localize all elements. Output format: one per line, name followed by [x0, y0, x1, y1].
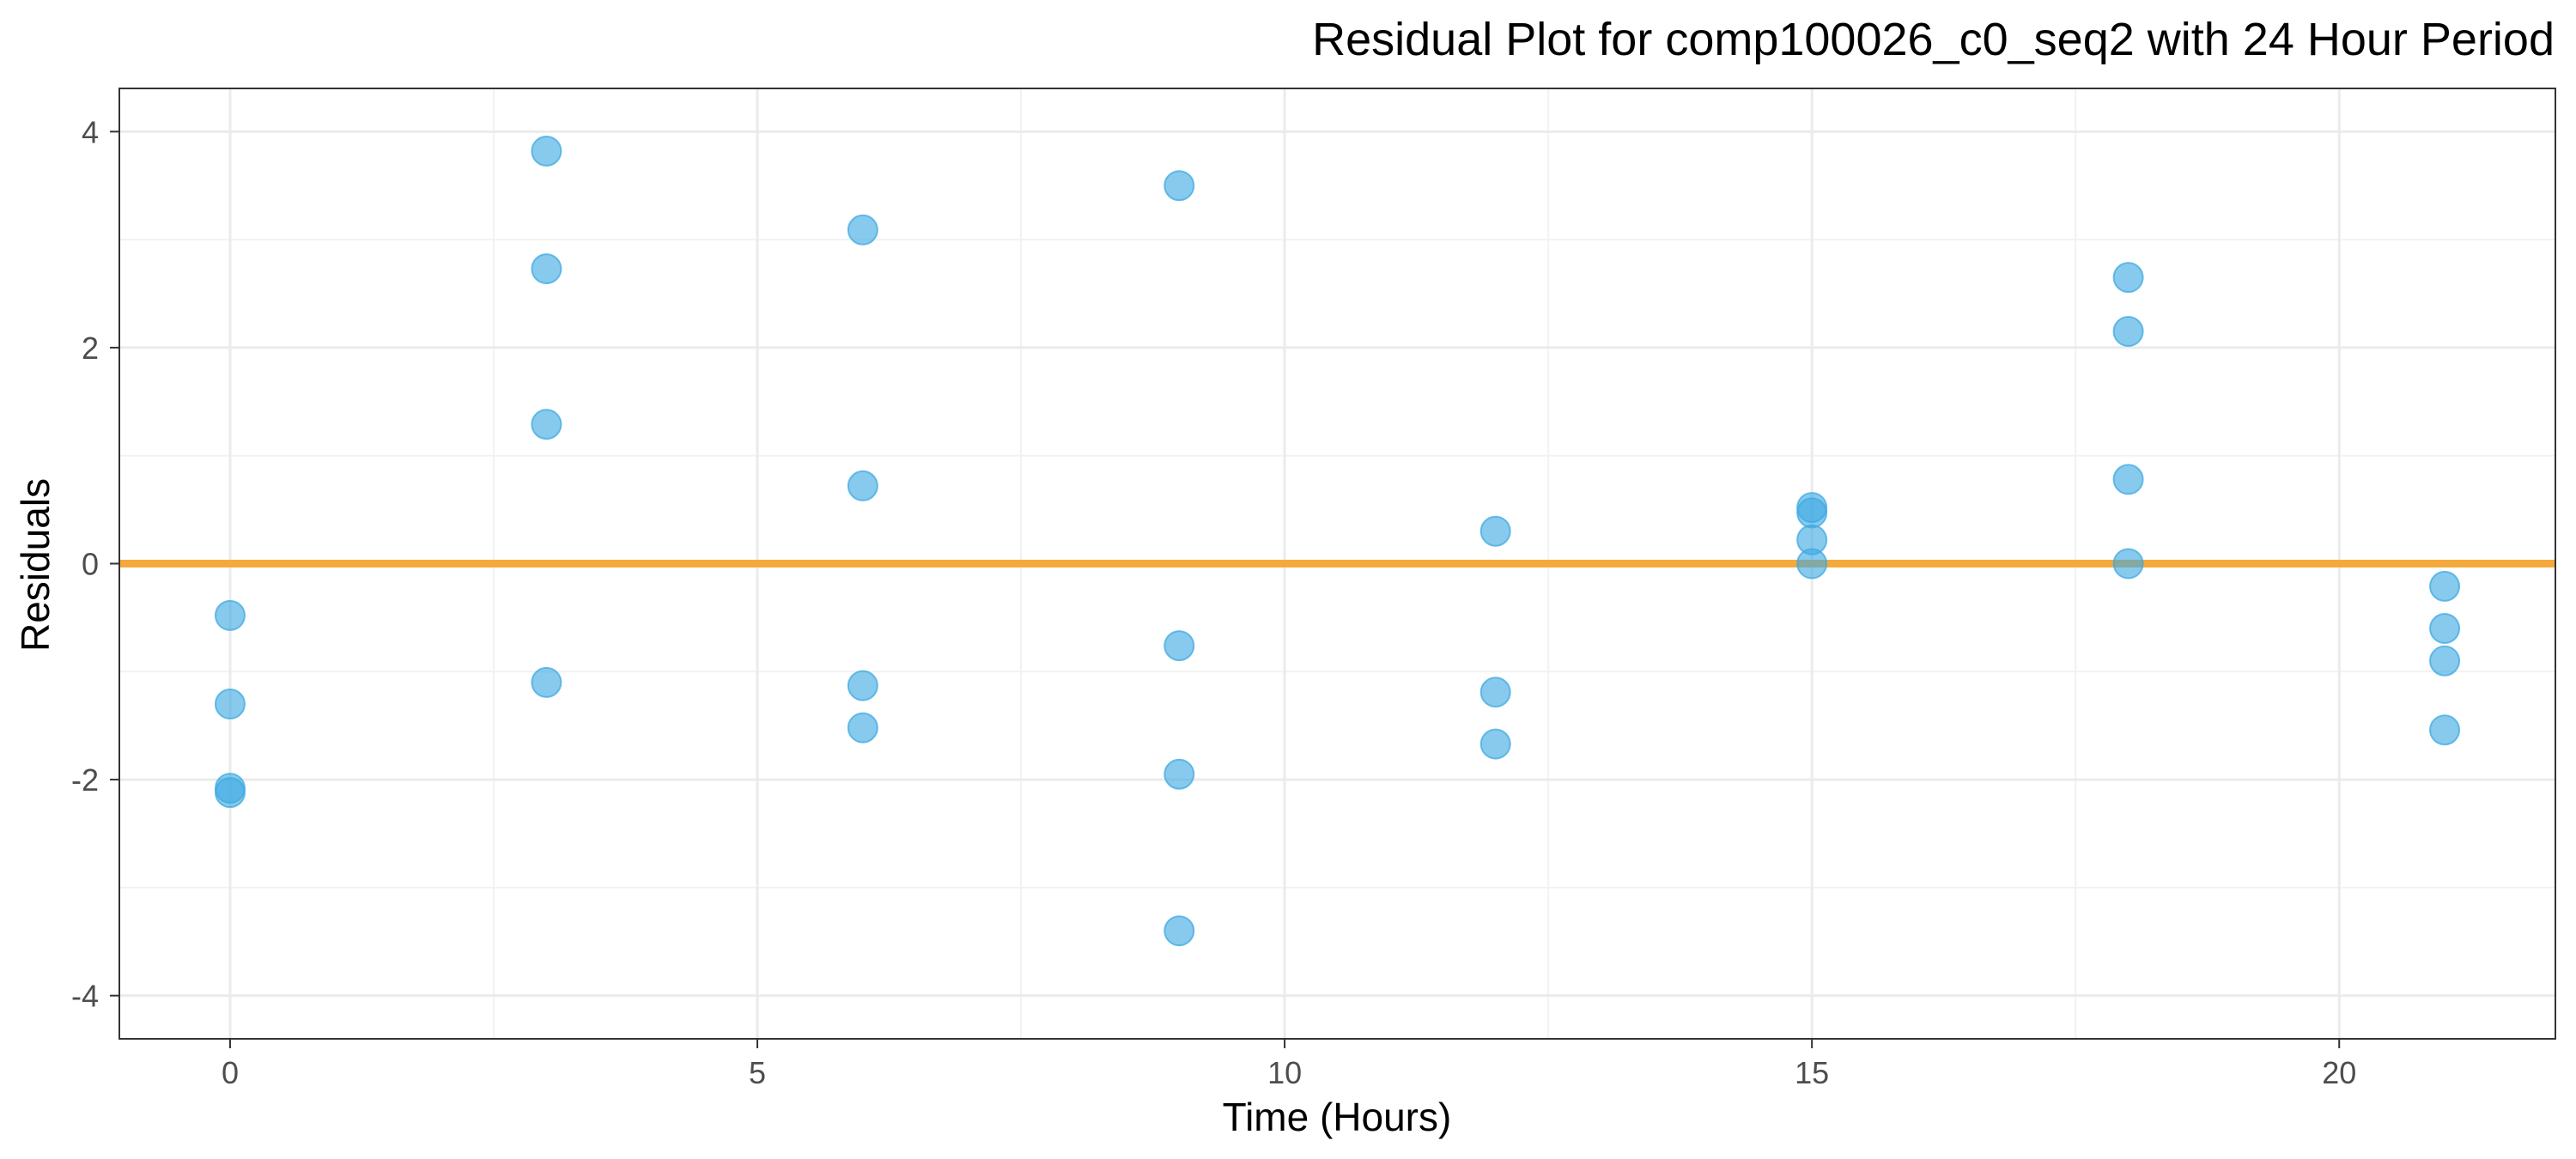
y-axis-title: Residuals — [13, 478, 58, 652]
data-point — [2429, 645, 2461, 677]
data-point — [1163, 758, 1195, 790]
y-tick-label: 0 — [82, 547, 99, 582]
data-point — [847, 670, 878, 701]
x-axis-title: Time (Hours) — [1223, 1095, 1452, 1139]
x-tick-label: 5 — [749, 1055, 766, 1090]
x-tick-label: 0 — [222, 1055, 239, 1090]
data-point — [531, 135, 562, 167]
data-point — [2429, 612, 2461, 644]
y-tick-label: 2 — [82, 331, 99, 366]
data-point — [847, 470, 878, 501]
data-point — [1479, 677, 1511, 708]
data-point — [214, 777, 246, 809]
data-points — [214, 135, 2461, 947]
x-tick-label: 10 — [1267, 1055, 1302, 1090]
data-point — [1796, 497, 1828, 529]
data-point — [2112, 316, 2144, 348]
y-tick-label: -4 — [71, 979, 99, 1014]
data-point — [531, 409, 562, 440]
data-point — [214, 689, 246, 720]
data-point — [2429, 570, 2461, 602]
chart-title: Residual Plot for comp100026_c0_seq2 wit… — [1312, 14, 2555, 65]
axis-ticks: 0 5 10 15 20 -4 -2 0 2 4 — [71, 114, 2356, 1090]
y-tick-label: -2 — [71, 762, 99, 798]
x-tick-label: 20 — [2322, 1055, 2356, 1090]
data-point — [2112, 262, 2144, 294]
data-point — [2112, 548, 2144, 580]
data-point — [1796, 548, 1828, 580]
data-point — [847, 214, 878, 246]
data-point — [847, 712, 878, 743]
data-point — [2429, 714, 2461, 746]
data-point — [531, 253, 562, 285]
data-point — [1163, 170, 1195, 202]
data-point — [1479, 515, 1511, 547]
data-point — [214, 599, 246, 631]
data-point — [531, 666, 562, 698]
data-point — [2112, 464, 2144, 495]
data-point — [1163, 915, 1195, 947]
data-point — [1163, 630, 1195, 662]
x-tick-label: 15 — [1795, 1055, 1829, 1090]
y-tick-label: 4 — [82, 114, 99, 149]
data-point — [1479, 728, 1511, 760]
